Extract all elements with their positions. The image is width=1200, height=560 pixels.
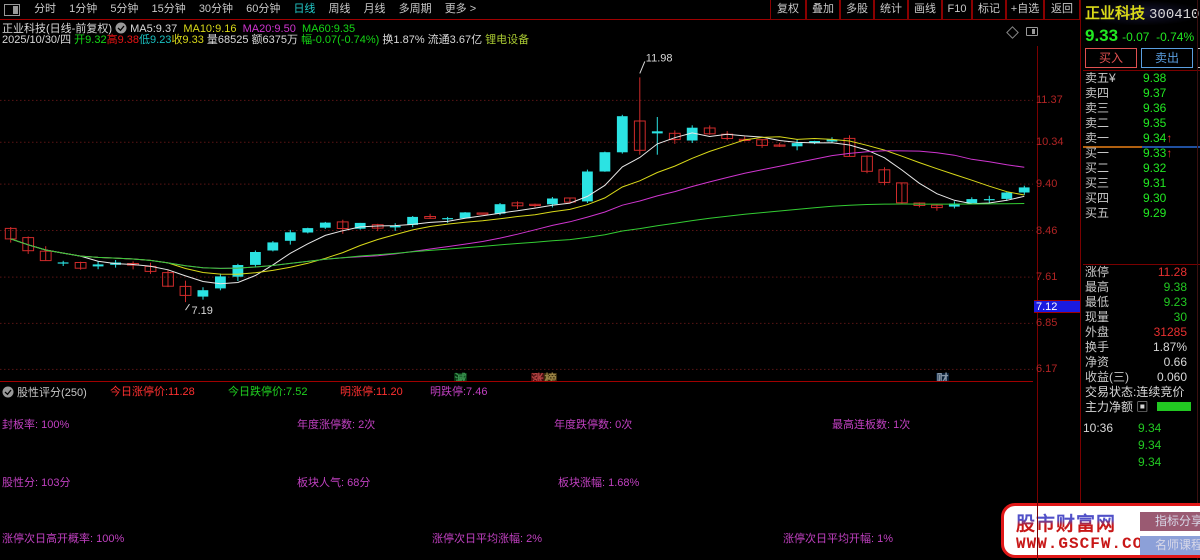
svg-text:7.19: 7.19 xyxy=(192,305,213,317)
svg-text:11.98: 11.98 xyxy=(646,52,673,64)
